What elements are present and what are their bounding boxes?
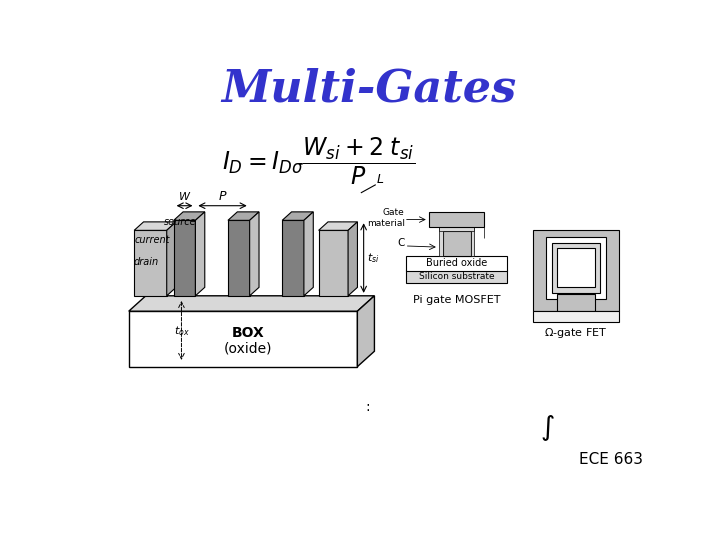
Bar: [319, 231, 348, 296]
Text: BOX: BOX: [231, 326, 264, 340]
Bar: [557, 294, 595, 311]
Text: $\int$: $\int$: [540, 413, 554, 443]
Bar: [534, 311, 618, 322]
Bar: [406, 269, 507, 284]
Text: $t_{si}$: $t_{si}$: [366, 251, 379, 265]
Text: :: :: [365, 401, 370, 415]
Bar: [471, 227, 474, 256]
Text: P: P: [219, 190, 226, 204]
Polygon shape: [357, 296, 374, 367]
Polygon shape: [282, 212, 313, 220]
Text: source: source: [163, 217, 197, 227]
Polygon shape: [304, 212, 313, 296]
Bar: [557, 248, 595, 287]
Polygon shape: [228, 212, 259, 220]
Polygon shape: [129, 296, 374, 311]
Text: (oxide): (oxide): [223, 342, 272, 356]
Bar: [438, 227, 474, 231]
Bar: [428, 212, 485, 227]
Polygon shape: [348, 222, 357, 296]
Bar: [129, 311, 357, 367]
Bar: [534, 231, 618, 311]
Text: drain: drain: [133, 257, 158, 267]
Bar: [546, 237, 606, 299]
Text: Gate
material: Gate material: [366, 208, 405, 228]
Text: W: W: [179, 192, 190, 202]
Text: Buried oxide: Buried oxide: [426, 259, 487, 268]
Bar: [174, 220, 195, 296]
Polygon shape: [319, 222, 357, 231]
Text: $I_D = I_{D\sigma} \dfrac{W_{si} + 2 \; t_{si}}{P}$: $I_D = I_{D\sigma} \dfrac{W_{si} + 2 \; …: [222, 135, 415, 187]
Text: C: C: [397, 239, 405, 248]
Bar: [443, 231, 471, 256]
Text: current: current: [135, 235, 171, 246]
Polygon shape: [167, 222, 176, 296]
Polygon shape: [195, 212, 204, 296]
Text: L: L: [377, 173, 384, 186]
Text: ECE 663: ECE 663: [579, 451, 643, 467]
Text: Multi-Gates: Multi-Gates: [222, 68, 516, 111]
Bar: [282, 220, 304, 296]
Polygon shape: [174, 212, 204, 220]
Bar: [406, 256, 507, 271]
Text: $t_{ox}$: $t_{ox}$: [174, 325, 189, 338]
Polygon shape: [134, 222, 176, 231]
Bar: [134, 231, 167, 296]
Bar: [552, 242, 600, 293]
Text: Pi gate MOSFET: Pi gate MOSFET: [413, 295, 500, 306]
Text: $\Omega$-gate FET: $\Omega$-gate FET: [544, 326, 608, 340]
Polygon shape: [250, 212, 259, 296]
Bar: [438, 227, 443, 256]
Text: Silicon substrate: Silicon substrate: [419, 272, 495, 281]
Bar: [228, 220, 250, 296]
